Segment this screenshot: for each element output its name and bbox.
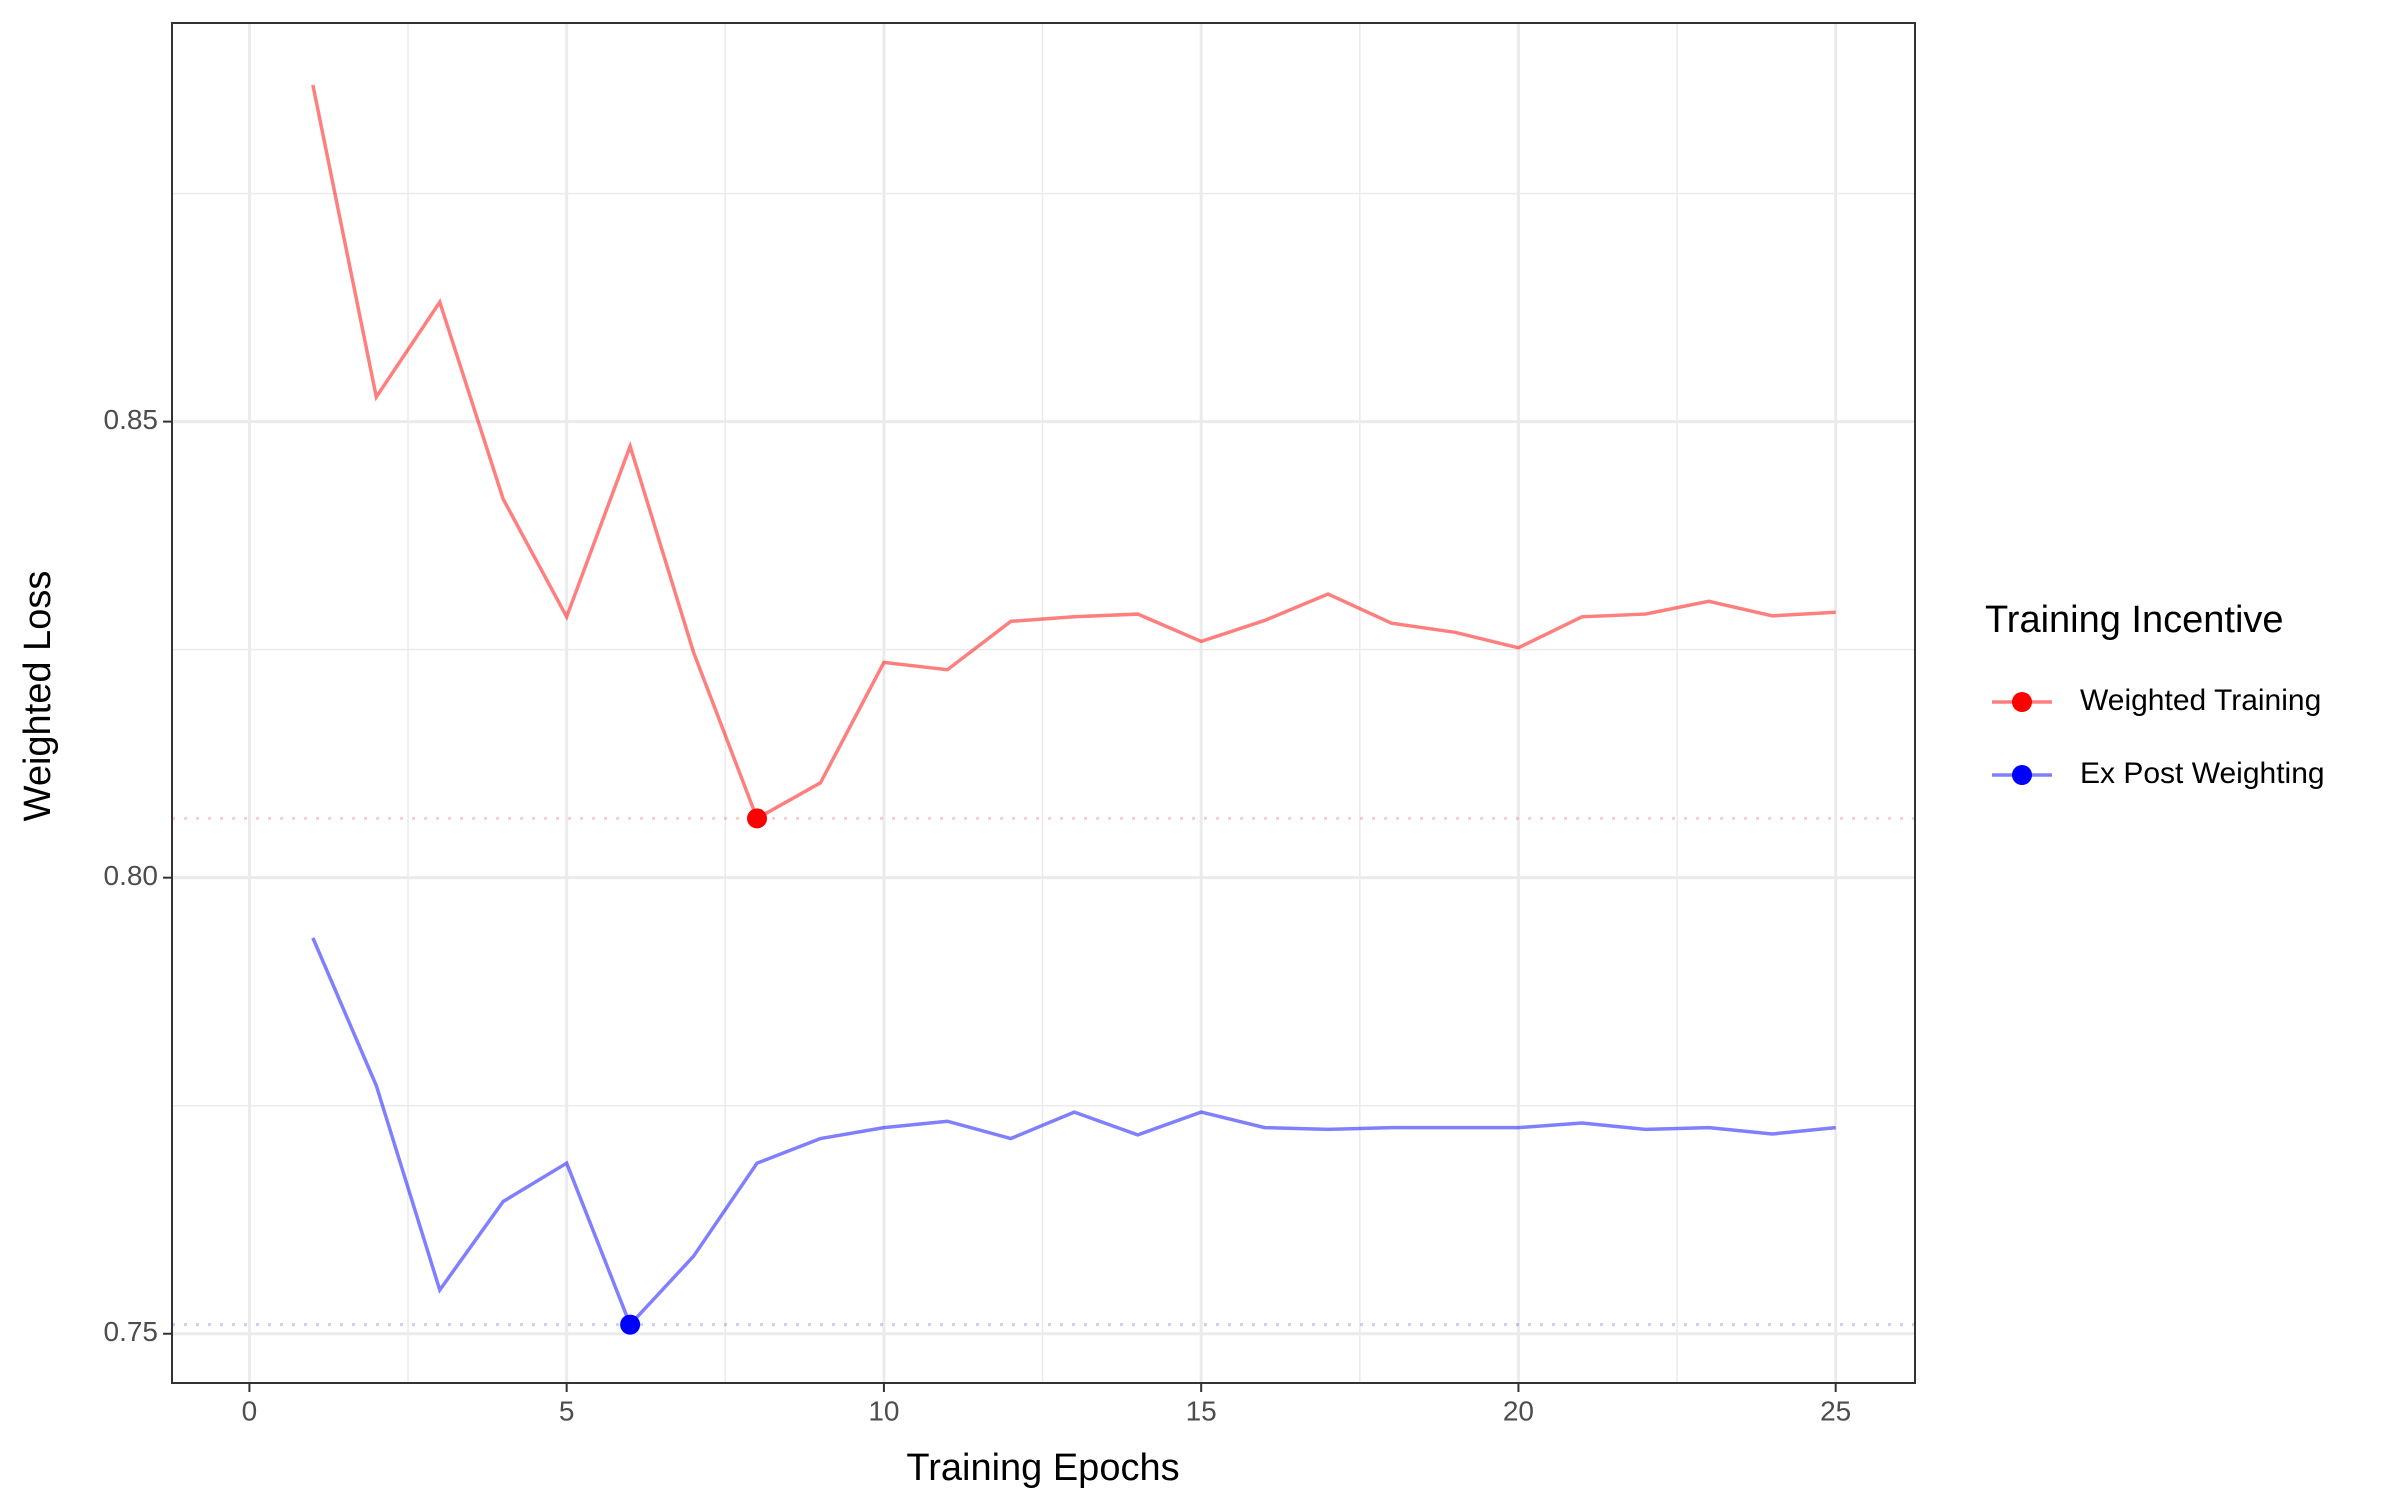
y-tick-label: 0.75	[104, 1316, 159, 1347]
legend-title: Training Incentive	[1985, 599, 2284, 641]
y-tick-label: 0.80	[104, 860, 159, 891]
minimum-point	[620, 1314, 641, 1335]
legend-point	[2012, 765, 2032, 785]
x-tick-label: 15	[1186, 1395, 1217, 1426]
y-axis-title: Weighted Loss	[17, 571, 59, 822]
series-line	[311, 937, 1836, 1328]
x-tick-label: 0	[242, 1395, 258, 1426]
plot-border	[171, 22, 1916, 1384]
x-axis-title: Training Epochs	[906, 1447, 1179, 1489]
y-tick-label: 0.85	[104, 404, 159, 435]
x-tick-label: 5	[559, 1395, 575, 1426]
legend-point	[2012, 692, 2032, 712]
series-line	[311, 84, 1836, 821]
x-tick-label: 10	[868, 1395, 899, 1426]
legend-label: Weighted Training	[2080, 684, 2321, 717]
minimum-point	[747, 808, 768, 829]
legend-label: Ex Post Weighting	[2080, 757, 2325, 790]
x-tick-label: 20	[1503, 1395, 1534, 1426]
x-tick-label: 25	[1820, 1395, 1851, 1426]
